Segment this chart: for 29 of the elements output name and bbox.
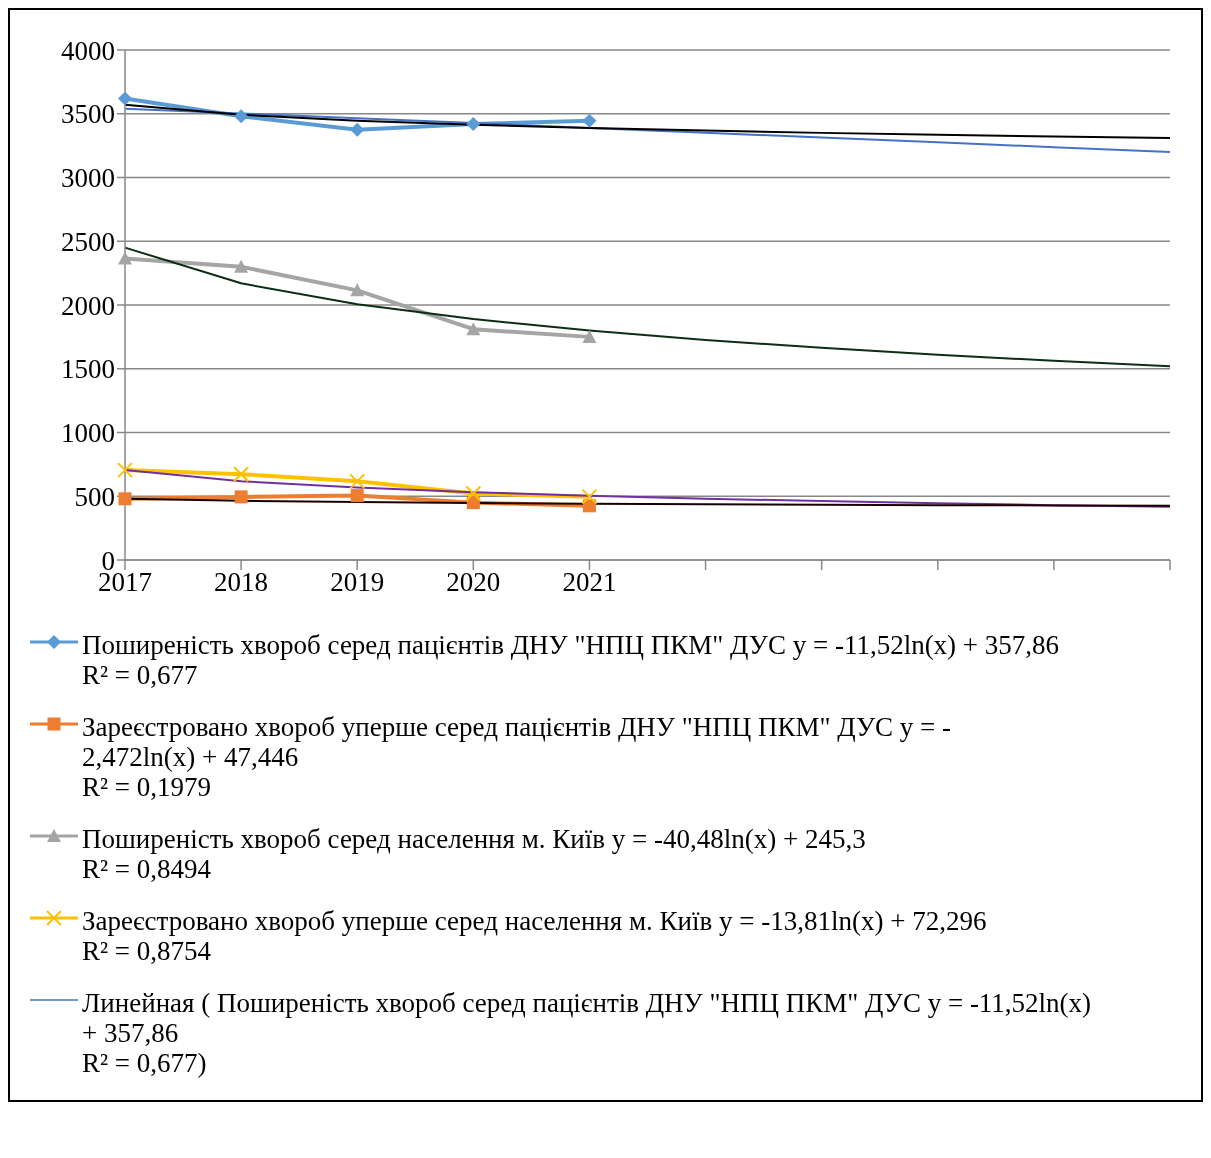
y-tick-label: 1500 [61,354,115,385]
x-tick-label: 2018 [214,567,269,598]
y-tick-label: 3500 [61,99,115,130]
x-tick-label: 2021 [562,567,617,598]
y-tick-label: 500 [74,481,115,512]
y-tick-label: 1000 [61,418,115,449]
point [234,259,249,273]
point [350,283,365,297]
point [118,91,132,106]
legend-label: Зареєстровано хвороб уперше серед пацієнтів ДНУ "НПЦ ПКМ" ДУС y = - 2,472ln(x) + 47,446 R² = 0,1979 [82,712,952,802]
point [350,122,365,137]
point [234,490,248,504]
point [234,109,249,124]
point [118,251,132,265]
y-tick-label: 4000 [61,35,115,66]
x-tick-label: 2019 [330,567,385,598]
legend-label: Зареєстровано хвороб уперше серед населення м. Київ y = -13,81ln(x) + 72,296 R² = 0,8754 [82,906,987,966]
legend-label: Линейная ( Поширеність хвороб серед пацієнтів ДНУ "НПЦ ПКМ" ДУС y = -11,52ln(x) + 357,86 R² = 0,677) [82,988,1092,1078]
legend-label: Поширеність хвороб серед населення м. Київ y = -40,48ln(x) + 245,3 R² = 0,8494 [82,824,866,884]
point [466,322,481,336]
legend-label: Поширеність хвороб серед пацієнтів ДНУ "НПЦ ПКМ" ДУС y = -11,52ln(x) + 357,86 R² = 0,677 [82,630,1060,690]
x-tick-label: 2020 [446,567,501,598]
y-tick-label: 2000 [61,290,115,321]
point [350,489,364,503]
y-tick-label: 2500 [61,226,115,257]
point [466,116,481,131]
point [582,113,597,128]
y-tick-label: 3000 [61,163,115,194]
point [582,329,597,343]
